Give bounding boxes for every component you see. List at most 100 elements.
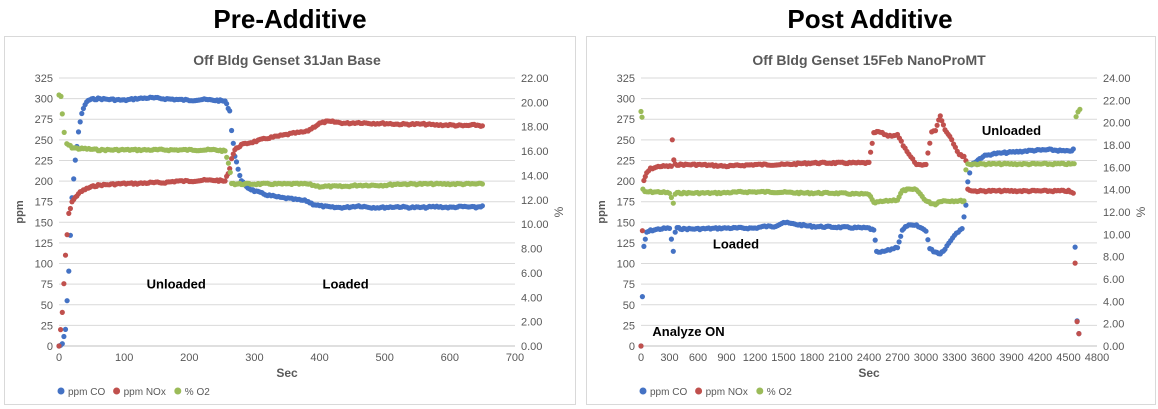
legend-item-ppm-nox: ppm NOx <box>113 387 166 398</box>
x-tick-label: 3300 <box>942 352 966 364</box>
data-point <box>77 119 83 125</box>
x-tick-label: 900 <box>717 352 735 364</box>
data-point <box>233 159 240 165</box>
x-tick-label: 200 <box>180 352 198 364</box>
y-tick-label: 200 <box>617 176 635 188</box>
data-point <box>61 281 67 287</box>
data-point <box>932 128 939 134</box>
legend-item-ppm-co: ppm CO <box>57 387 105 398</box>
data-point <box>639 228 645 234</box>
data-point <box>72 157 78 163</box>
y2-tick-label: 24.00 <box>1103 73 1131 85</box>
data-point <box>67 205 73 212</box>
y-tick-label: 275 <box>617 114 635 126</box>
data-point <box>66 268 72 274</box>
data-point <box>925 150 931 156</box>
data-point <box>62 326 69 332</box>
data-point <box>668 236 674 242</box>
x-tick-label: 4200 <box>1028 352 1052 364</box>
data-point <box>230 151 236 157</box>
data-point <box>64 298 70 304</box>
y2-tick-label: 16.00 <box>1103 162 1131 174</box>
x-tick-label: 600 <box>441 352 459 364</box>
y-tick-label: 325 <box>35 73 53 85</box>
data-point <box>963 202 969 208</box>
data-point <box>1074 319 1080 325</box>
legend-label: % O2 <box>767 387 792 398</box>
data-point <box>871 227 877 233</box>
y-tick-label: 225 <box>617 155 635 167</box>
data-point <box>641 243 647 249</box>
data-point <box>967 170 973 176</box>
series-o2 <box>56 92 485 190</box>
y-tick-label: 0 <box>47 341 53 353</box>
data-point <box>670 248 676 254</box>
data-point <box>939 118 945 124</box>
y2-tick-label: 2.00 <box>521 317 542 329</box>
data-point <box>1076 331 1082 337</box>
y2-tick-label: 12.00 <box>521 195 549 207</box>
series-ppm-co <box>56 94 485 349</box>
y-tick-label: 25 <box>623 320 635 332</box>
data-point <box>963 167 969 173</box>
y2-tick-label: 20.00 <box>1103 118 1131 130</box>
legend-marker <box>639 387 647 395</box>
legend-label: ppm CO <box>650 387 687 398</box>
data-point <box>1073 114 1079 120</box>
data-point <box>225 160 231 166</box>
y-tick-label: 100 <box>35 259 53 271</box>
chart-post-additive: Off Bldg Genset 15Feb NanoProMT 0 25 50 75 10… <box>596 52 1148 398</box>
data-point <box>61 333 67 340</box>
data-point <box>666 190 673 196</box>
data-point <box>869 140 875 146</box>
data-point <box>75 129 82 135</box>
y-tick-label: 275 <box>35 114 53 126</box>
data-point <box>638 343 644 349</box>
chart-pre-additive: Off Bldg Genset 31Jan Base 0 25 50 75 100 125 1… <box>14 52 566 398</box>
y2-tick-label: 6.00 <box>1103 274 1124 286</box>
legend-marker <box>57 387 65 395</box>
x-tick-label: 100 <box>115 352 133 364</box>
legend-marker <box>756 387 764 395</box>
x-axis-label: Sec <box>858 366 880 380</box>
data-point <box>896 239 902 245</box>
data-point <box>79 110 85 117</box>
data-point <box>923 161 929 168</box>
data-point <box>959 226 965 232</box>
data-point <box>222 178 228 184</box>
x-tick-label: 1200 <box>743 352 767 364</box>
data-point <box>479 181 485 187</box>
data-point <box>1072 244 1078 250</box>
data-point <box>923 228 929 234</box>
data-point <box>1071 161 1077 167</box>
data-point <box>1077 106 1083 112</box>
legend-item-o2: % O2 <box>174 387 210 398</box>
y2-tick-label: 14.00 <box>1103 185 1131 197</box>
data-point <box>666 225 673 231</box>
data-point <box>62 252 69 258</box>
x-tick-label: 3600 <box>971 352 995 364</box>
x-tick-label: 300 <box>660 352 678 364</box>
y2-tick-label: 16.00 <box>521 146 549 158</box>
data-point <box>668 163 674 169</box>
data-point <box>235 166 241 172</box>
y-tick-label: 25 <box>41 320 53 332</box>
legend-item-o2: % O2 <box>756 387 792 398</box>
y2-tick-label: 18.00 <box>521 122 549 134</box>
data-point <box>671 157 677 163</box>
y-tick-label: 0 <box>629 341 635 353</box>
y-tick-label: 75 <box>623 279 635 291</box>
data-point <box>672 229 678 235</box>
y-tick-label: 150 <box>617 217 635 229</box>
data-point <box>59 309 65 315</box>
y-tick-label: 175 <box>617 197 635 209</box>
series-ppm-nox <box>56 118 485 349</box>
y2-tick-label: 22.00 <box>1103 95 1131 107</box>
data-point <box>1070 190 1076 196</box>
annotation-loaded: Loaded <box>713 237 759 252</box>
x-tick-label: 1500 <box>771 352 795 364</box>
x-tick-label: 3900 <box>999 352 1023 364</box>
data-point <box>66 210 72 216</box>
y2-tick-label: 8.00 <box>521 244 542 256</box>
data-point <box>224 154 230 160</box>
